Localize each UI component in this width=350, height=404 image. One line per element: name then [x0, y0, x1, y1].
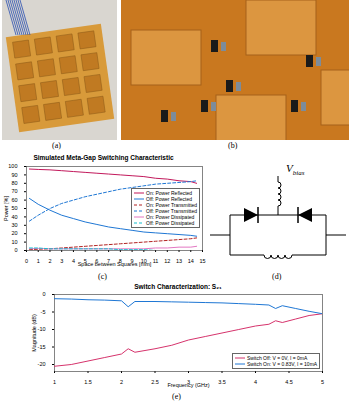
- svg-text:2.5: 2.5: [151, 379, 159, 385]
- html-text:On: Power Reflected: On: Power Reflected: [146, 190, 193, 196]
- svg-text:13: 13: [176, 258, 182, 264]
- html-text:(d): (d): [272, 272, 282, 281]
- svg-text:4.5: 4.5: [285, 379, 293, 385]
- svg-text:Space between Squares [mm]: Space between Squares [mm]: [78, 261, 152, 267]
- svg-text:4: 4: [254, 379, 257, 385]
- svg-text:0: 0: [25, 258, 28, 264]
- svg-text:100: 100: [8, 163, 17, 169]
- svg-text:Frequency (GHz): Frequency (GHz): [167, 382, 209, 388]
- html-text:Simulated Meta-Gap Switching C: Simulated Meta-Gap Switching Characteris…: [33, 154, 174, 161]
- html-text:Off: Power Reflected: Off: Power Reflected: [146, 196, 192, 202]
- svg-text:Vbias: Vbias: [286, 162, 305, 177]
- svg-text:11: 11: [153, 258, 159, 264]
- svg-text:3: 3: [60, 258, 63, 264]
- html-text:Switch Characterization: S₂₁: Switch Characterization: S₂₁: [134, 283, 222, 290]
- svg-text:-5: -5: [41, 309, 46, 315]
- svg-text:-15: -15: [38, 344, 46, 350]
- html-text:Switch On: V = 0.83V, I = 10mA: Switch On: V = 0.83V, I = 10mA: [247, 361, 318, 367]
- svg-text:60: 60: [11, 197, 17, 203]
- svg-text:2: 2: [48, 258, 51, 264]
- svg-text:1.5: 1.5: [84, 379, 92, 385]
- svg-text:5: 5: [321, 379, 324, 385]
- svg-text:12: 12: [164, 258, 170, 264]
- svg-text:4: 4: [72, 258, 75, 264]
- svg-text:15: 15: [199, 258, 205, 264]
- svg-text:0: 0: [14, 247, 17, 253]
- svg-text:10: 10: [11, 239, 17, 245]
- svg-text:30: 30: [11, 222, 17, 228]
- svg-text:-20: -20: [38, 361, 46, 367]
- svg-text:14: 14: [188, 258, 194, 264]
- svg-text:2: 2: [120, 379, 123, 385]
- svg-text:3.5: 3.5: [218, 379, 226, 385]
- svg-text:1: 1: [53, 379, 56, 385]
- svg-text:70: 70: [11, 188, 17, 194]
- html-text:On: Power Dissipated: On: Power Dissipated: [146, 214, 195, 220]
- svg-text:Magnitude (dB): Magnitude (dB): [31, 314, 37, 352]
- svg-text:Power [%]: Power [%]: [3, 196, 9, 222]
- svg-text:1: 1: [37, 258, 40, 264]
- html-text:Off: Power Transmitted: Off: Power Transmitted: [146, 208, 197, 214]
- html-text:On: Power Transmitted: On: Power Transmitted: [146, 202, 198, 208]
- svg-text:50: 50: [11, 205, 17, 211]
- html-text:Off: Power Dissipated: Off: Power Dissipated: [146, 220, 195, 226]
- html-text:(c): (c): [98, 272, 107, 281]
- svg-text:80: 80: [11, 180, 17, 186]
- svg-text:-10: -10: [38, 326, 46, 332]
- html-text:(a): (a): [52, 141, 61, 150]
- svg-text:20: 20: [11, 230, 17, 236]
- html-text:Switch Off: V = 0V, I = 0mA: Switch Off: V = 0V, I = 0mA: [247, 355, 308, 361]
- html-text:(e): (e): [172, 392, 181, 401]
- svg-text:90: 90: [11, 172, 17, 178]
- svg-text:40: 40: [11, 214, 17, 220]
- html-text:(b): (b): [228, 141, 238, 150]
- svg-text:0: 0: [42, 291, 45, 297]
